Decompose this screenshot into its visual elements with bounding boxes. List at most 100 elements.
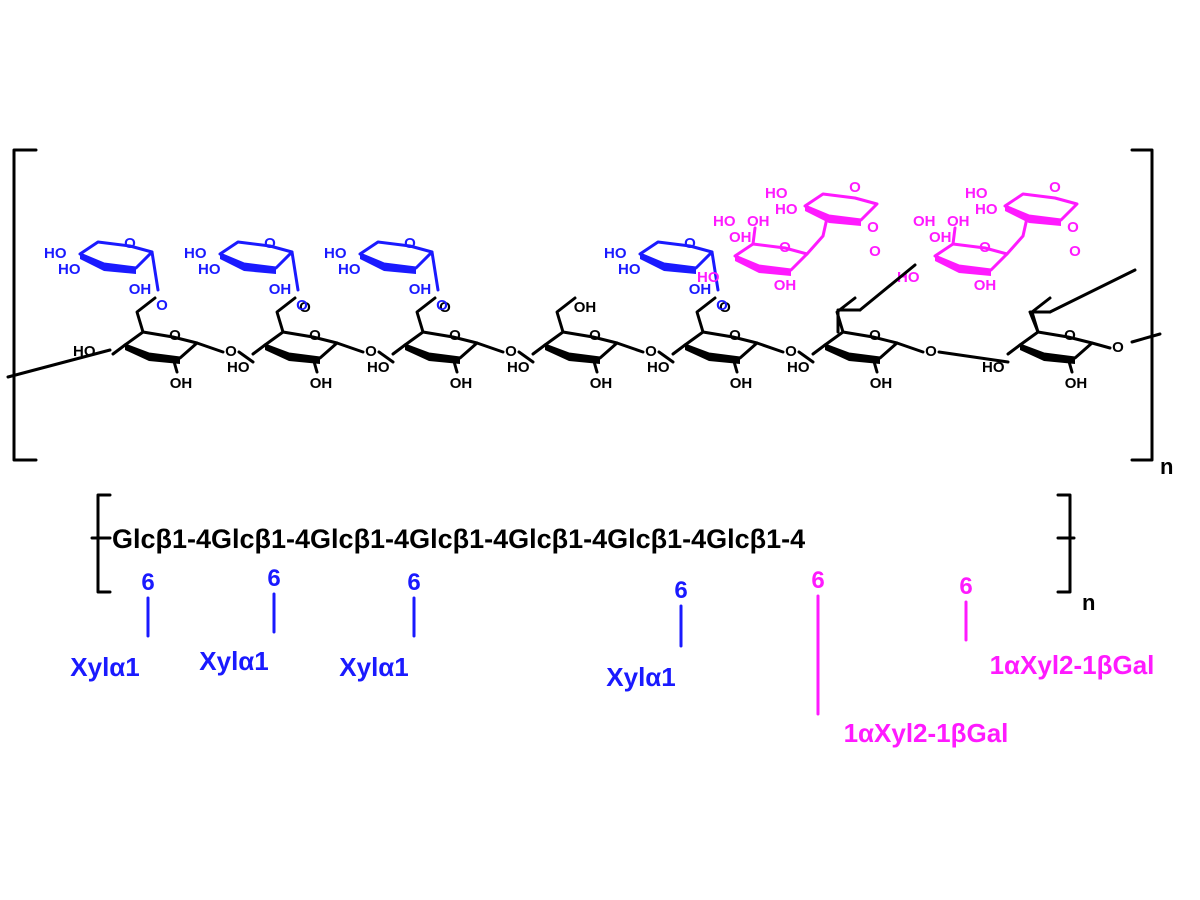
structure-repeat-n: n [1160, 454, 1173, 479]
galactosyl-xylose-substituent-label: 1αXyl2-1βGal [844, 718, 1009, 748]
xylose-ring-oxygen: O [264, 235, 276, 252]
xylose-hydroxyl: OH [269, 281, 292, 298]
xylose-hydroxyl: HO [338, 261, 361, 278]
hydroxyl-left: HO [367, 359, 390, 376]
xylose-bond [710, 250, 720, 292]
galactose-ring-oxygen: O [979, 239, 991, 256]
xylose-wedge [360, 254, 416, 274]
xylose-wedge [220, 254, 276, 274]
oh-bond [451, 356, 459, 374]
galactose-hydroxyl: OH [729, 229, 752, 246]
linkage-position: 6 [811, 567, 824, 594]
xylose-hydroxyl: HO [44, 245, 67, 262]
galactose-hydroxyl: OH [747, 213, 770, 230]
branch-xylose-hydroxyl: HO [775, 201, 798, 218]
left-bracket [12, 148, 38, 462]
ho-bond [391, 343, 407, 356]
glycosidic-bond [1090, 341, 1112, 350]
galactose-hydroxyl: OH [929, 229, 952, 246]
glycosidic-bond [377, 350, 395, 364]
xylose-bond [430, 250, 440, 292]
ring-oxygen: O [589, 327, 601, 344]
linkage-position: 6 [141, 569, 154, 596]
galactosyl-xylose-substituent-label: 1αXyl2-1βGal [990, 650, 1155, 680]
branch-xylose-hydroxyl: HO [765, 185, 788, 202]
hydroxyl-left: HO [227, 359, 250, 376]
branch-linker [858, 263, 917, 312]
xylose-substituent-label: Xylα1 [606, 662, 675, 692]
xylose-wedge [80, 254, 136, 274]
glycosidic-bond [937, 350, 1010, 364]
xylose-hydroxyl: HO [58, 261, 81, 278]
c6-bond [835, 296, 857, 334]
branch-xylose-wedge [805, 206, 861, 226]
oh-bond [871, 356, 879, 374]
sequence-chain: Glcβ1-4Glcβ1-4Glcβ1-4Glcβ1-4Glcβ1-4Glcβ1… [112, 524, 805, 554]
glycosidic-oxygen: O [645, 343, 657, 360]
ring-oxygen: O [729, 327, 741, 344]
c6-substituent: O [719, 299, 731, 316]
xylose-ring-oxygen: O [124, 235, 136, 252]
oh-bond [311, 356, 319, 374]
ring-oxygen: O [449, 327, 461, 344]
galactose-bond [751, 226, 757, 246]
c6-bond [695, 296, 717, 334]
ring-oxygen: O [1064, 327, 1076, 344]
galactose-ring-oxygen: O [779, 239, 791, 256]
hydroxyl-bottom: OH [730, 375, 753, 392]
sequence-repeat-n: n [1082, 590, 1095, 615]
hydroxyl-left: HO [982, 359, 1005, 376]
galactose-hydroxyl: OH [774, 277, 797, 294]
xylose-hydroxyl: HO [198, 261, 221, 278]
c6-bond [415, 296, 437, 334]
oh-bond [1066, 356, 1074, 374]
xylose-bond [150, 250, 160, 292]
branch-xylose-oxygen: O [1067, 219, 1079, 236]
gal-xyl-linkage [1005, 216, 1029, 256]
ring-oxygen: O [169, 327, 181, 344]
ho-bond [671, 343, 687, 356]
glycosidic-bond [615, 341, 645, 354]
xylose-substituent-label: Xylα1 [339, 652, 408, 682]
ho-bond [251, 343, 267, 356]
xylose-glycosidic-oxygen: O [716, 297, 728, 314]
gal-xyl-linkage [805, 216, 829, 256]
oh-bond [731, 356, 739, 374]
c6-substituent: O [439, 299, 451, 316]
sequence-right-bracket [1056, 493, 1072, 594]
glycosidic-bond [657, 350, 675, 364]
branch-xylose-wedge [1005, 206, 1061, 226]
hydroxyl-left: HO [73, 343, 96, 360]
xylose-hydroxyl: HO [324, 245, 347, 262]
xylose-substituent-label: Xylα1 [70, 652, 139, 682]
ho-bond [111, 343, 127, 356]
linkage-position: 6 [674, 577, 687, 604]
branch-xylose-glycosidic-oxygen: O [869, 243, 881, 260]
ho-bond [1006, 343, 1022, 356]
sequence-left-bracket [96, 493, 112, 594]
galactose-hydroxyl: OH [974, 277, 997, 294]
glucose-wedge [825, 345, 880, 364]
galactose-hydroxyl: OH [947, 213, 970, 230]
branch-xylose-hydroxyl: HO [965, 185, 988, 202]
c6-substituent: O [299, 299, 311, 316]
c6-bond [135, 296, 157, 334]
glycosidic-oxygen: O [1112, 339, 1124, 356]
xylose-wedge [640, 254, 696, 274]
branch-xylose-ring-oxygen: O [849, 179, 861, 196]
right-bracket [1130, 148, 1154, 462]
branch-xylose-glycosidic-oxygen: O [1069, 243, 1081, 260]
galactose-wedge [735, 256, 791, 276]
glycosidic-bond [195, 341, 225, 354]
linkage-position: 6 [267, 565, 280, 592]
